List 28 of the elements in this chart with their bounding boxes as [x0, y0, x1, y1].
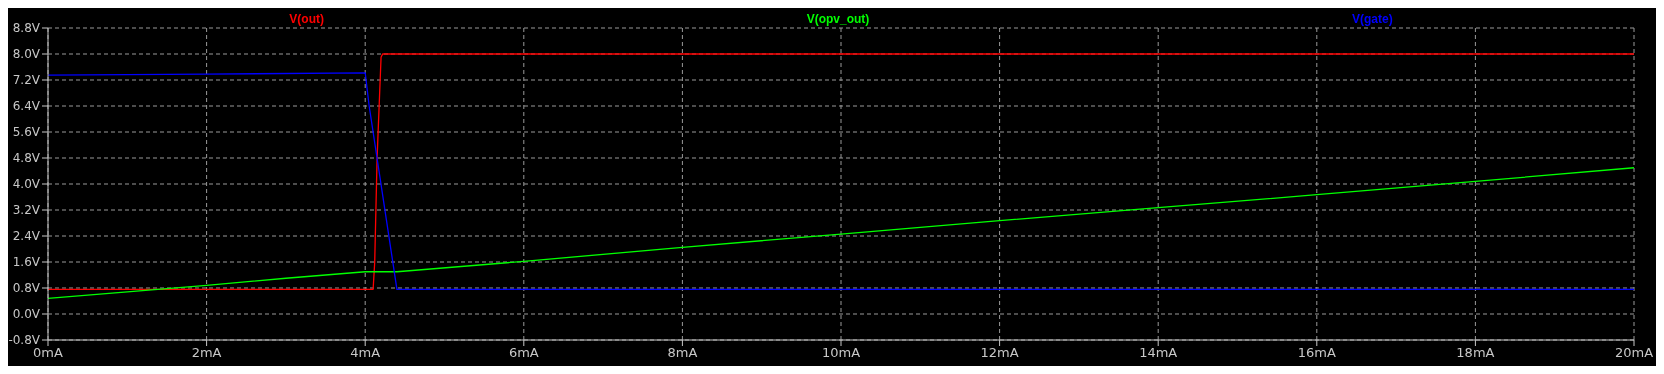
x-tick-label: 20mA [1614, 345, 1654, 361]
y-tick-label: 0.0V [12, 307, 41, 322]
y-tick-label: 5.6V [12, 125, 41, 140]
y-tick-label: 0.8V [12, 281, 41, 296]
y-tick-label: 6.4V [12, 99, 41, 114]
y-tick-label: 8.8V [12, 21, 41, 36]
x-tick-label: 6mA [508, 345, 539, 361]
y-tick-label: 8.0V [12, 47, 41, 62]
y-tick-label: 7.2V [12, 73, 41, 88]
x-tick-label: 16mA [1297, 345, 1336, 361]
x-tick-label: 4mA [350, 345, 381, 361]
text: V(out) [289, 12, 324, 28]
x-tick-label: 14mA [1139, 345, 1178, 361]
y-tick-label: 3.2V [12, 203, 41, 218]
x-tick-label: 2mA [191, 345, 222, 361]
y-tick-label: -0.8V [8, 333, 41, 348]
text: V(opv_out) [806, 12, 870, 28]
text: V(gate) [1351, 12, 1393, 28]
x-tick-label: 10mA [821, 345, 861, 361]
y-tick-label: 4.8V [12, 151, 41, 166]
y-tick-label: 4.0V [12, 177, 41, 192]
x-tick-label: 0mA [33, 345, 64, 361]
x-tick-label: 18mA [1456, 345, 1495, 361]
y-tick-label: 1.6V [12, 255, 41, 270]
x-tick-label: 12mA [980, 345, 1019, 361]
x-tick-label: 8mA [667, 345, 698, 361]
line-series [48, 167, 1634, 300]
y-tick-label: 2.4V [12, 229, 41, 244]
